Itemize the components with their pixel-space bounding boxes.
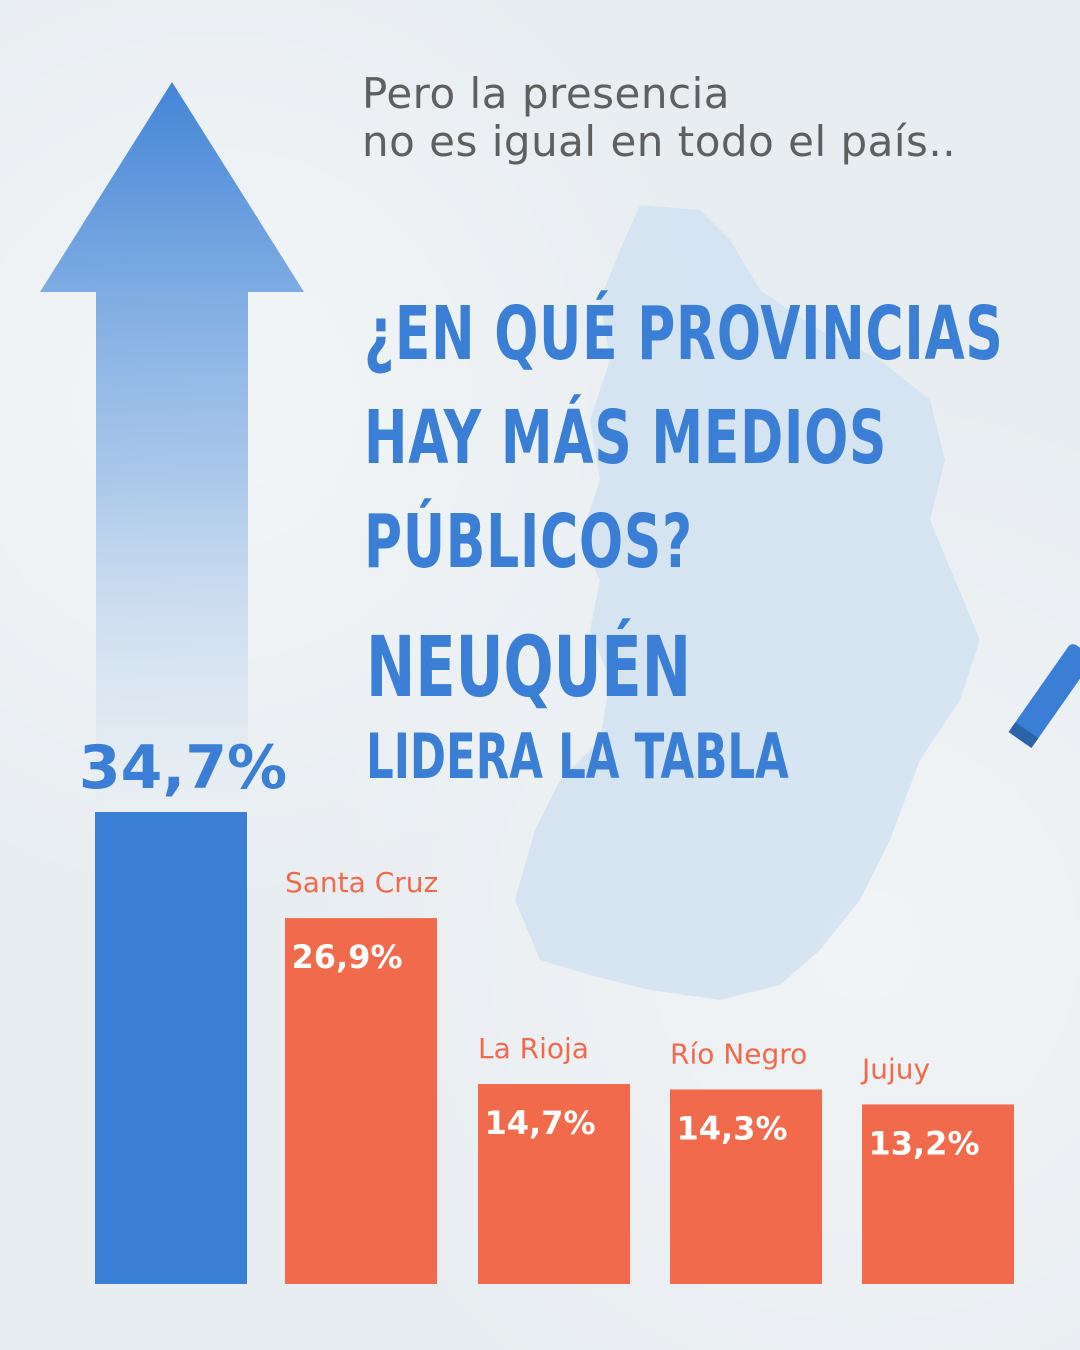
bar-chart: 34,7% 26,9% Santa Cruz 14,7% La Rioja 14,3% Rí… xyxy=(79,733,1014,1284)
intro-line-2: no es igual en todo el país.. xyxy=(362,117,957,166)
bar-5 xyxy=(862,1104,1014,1284)
bar-category-label-3: La Rioja xyxy=(478,1032,589,1065)
bar-category-label-2: Santa Cruz xyxy=(285,866,438,899)
pencil-icon xyxy=(1008,644,1080,749)
bar-value-label-1: 34,7% xyxy=(79,733,287,803)
bar-2 xyxy=(285,918,437,1284)
leader-name: NEUQUÉN xyxy=(366,618,692,716)
bar-value-label-3: 14,7% xyxy=(484,1104,595,1142)
bar-1 xyxy=(95,812,247,1284)
question-line-3: PÚBLICOS? xyxy=(364,499,693,585)
bar-4 xyxy=(670,1089,822,1284)
leader-subtitle: LIDERA LA TABLA xyxy=(366,720,789,793)
intro-text: Pero la presencia no es igual en todo el… xyxy=(362,70,956,166)
neuquen-map-shape xyxy=(515,205,980,1000)
question-line-1: ¿EN QUÉ PROVINCIAS xyxy=(364,291,1004,377)
intro-line-1: Pero la presencia xyxy=(362,69,731,118)
bar-category-label-4: Río Negro xyxy=(670,1037,807,1070)
bar-3 xyxy=(478,1084,630,1284)
bar-category-label-5: Jujuy xyxy=(860,1052,930,1085)
question-heading: ¿EN QUÉ PROVINCIAS HAY MÁS MEDIOS PÚBLIC… xyxy=(364,282,1004,594)
bar-value-label-2: 26,9% xyxy=(291,938,402,976)
question-line-2: HAY MÁS MEDIOS xyxy=(364,395,888,481)
bar-value-label-4: 14,3% xyxy=(676,1109,787,1147)
bar-value-label-5: 13,2% xyxy=(868,1124,979,1162)
upward-arrow-icon xyxy=(40,82,304,800)
